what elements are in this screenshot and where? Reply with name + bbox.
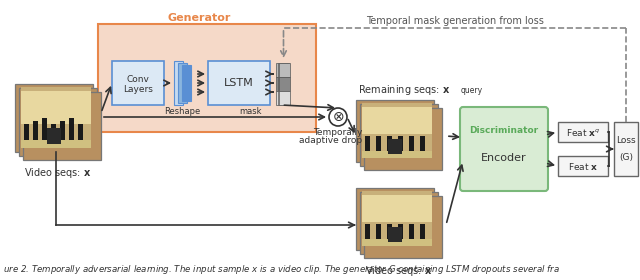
Bar <box>278 63 289 77</box>
Text: Temporally: Temporally <box>314 128 363 137</box>
Bar <box>21 91 91 124</box>
Bar <box>208 61 270 105</box>
Text: Feat $\mathbf{x}^{q}$: Feat $\mathbf{x}^{q}$ <box>566 127 600 137</box>
Bar <box>112 61 164 105</box>
Bar <box>47 128 61 144</box>
Bar <box>362 239 432 246</box>
Bar <box>278 77 289 91</box>
Bar <box>362 103 432 158</box>
Bar <box>24 124 29 142</box>
Bar <box>174 61 183 105</box>
Text: Loss: Loss <box>616 136 636 145</box>
Text: adaptive dropout: adaptive dropout <box>299 136 377 145</box>
Bar <box>278 91 289 105</box>
Bar <box>360 104 438 166</box>
Bar <box>78 124 83 142</box>
Bar <box>33 121 38 142</box>
Bar <box>558 156 608 176</box>
Bar <box>60 121 65 142</box>
Bar <box>21 140 91 148</box>
Bar <box>23 92 101 160</box>
Text: Feat $\mathbf{x}$: Feat $\mathbf{x}$ <box>568 160 598 171</box>
Bar <box>409 136 414 152</box>
Bar <box>409 224 414 240</box>
Bar <box>387 136 392 152</box>
Bar <box>360 192 438 254</box>
Bar <box>362 151 432 158</box>
Bar <box>388 139 402 154</box>
Text: Layers: Layers <box>123 85 153 94</box>
Bar <box>42 118 47 142</box>
Text: Discriminator: Discriminator <box>469 126 539 135</box>
Bar <box>558 122 608 142</box>
Bar <box>376 224 381 240</box>
Bar <box>182 65 191 101</box>
FancyBboxPatch shape <box>460 107 548 191</box>
Bar <box>279 91 290 105</box>
Bar <box>387 224 392 240</box>
Bar <box>15 84 93 152</box>
Bar <box>362 195 432 222</box>
Text: ure 2. Temporally adversarial learning. The input sample $x$ is a video clip. Th: ure 2. Temporally adversarial learning. … <box>3 263 560 276</box>
Bar <box>614 122 638 176</box>
Text: $\otimes$: $\otimes$ <box>332 110 344 124</box>
Bar <box>98 24 316 132</box>
Text: mask: mask <box>240 107 262 116</box>
Bar <box>69 118 74 142</box>
Text: query: query <box>461 86 483 95</box>
Text: Temporal mask generation from loss: Temporal mask generation from loss <box>366 16 544 26</box>
Text: Encoder: Encoder <box>481 153 527 163</box>
Bar <box>356 100 434 162</box>
Text: Remaining seqs: $\mathbf{x}$: Remaining seqs: $\mathbf{x}$ <box>358 83 450 97</box>
Bar <box>364 196 442 258</box>
Bar <box>388 227 402 242</box>
Bar <box>279 63 290 77</box>
Bar <box>362 191 432 246</box>
Bar <box>365 224 370 240</box>
Bar <box>276 63 287 77</box>
Bar <box>376 136 381 152</box>
Text: (G): (G) <box>619 153 633 162</box>
Bar <box>420 224 425 240</box>
Text: LSTM: LSTM <box>224 78 254 88</box>
Bar <box>398 136 403 152</box>
Bar <box>51 124 56 142</box>
Bar <box>398 224 403 240</box>
Bar <box>356 188 434 250</box>
Bar <box>365 136 370 152</box>
Text: Reshape: Reshape <box>164 107 200 116</box>
Circle shape <box>329 108 347 126</box>
Bar <box>178 63 187 103</box>
Text: Video seqs: $\mathbf{x}$: Video seqs: $\mathbf{x}$ <box>365 264 433 278</box>
Bar <box>19 88 97 156</box>
Bar <box>279 77 290 91</box>
Bar <box>420 136 425 152</box>
Bar <box>21 87 91 148</box>
Bar <box>364 108 442 170</box>
Bar <box>362 107 432 134</box>
Text: Video seqs: $\mathbf{x}$: Video seqs: $\mathbf{x}$ <box>24 166 92 180</box>
Bar <box>276 91 287 105</box>
Text: Conv: Conv <box>127 76 149 85</box>
Text: Generator: Generator <box>167 13 230 23</box>
Bar <box>276 77 287 91</box>
